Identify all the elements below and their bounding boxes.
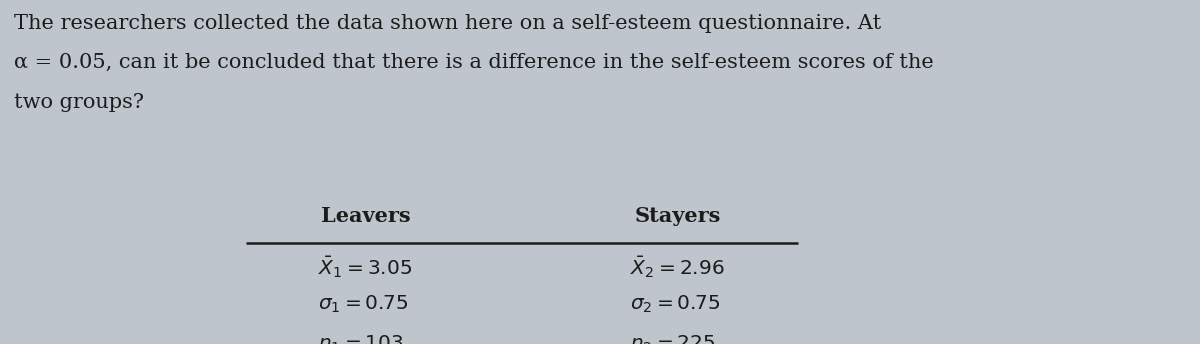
Text: The researchers collected the data shown here on a self-esteem questionnaire. At: The researchers collected the data shown… xyxy=(14,14,882,33)
Text: $\bar{X}_2 = 2.96$: $\bar{X}_2 = 2.96$ xyxy=(630,255,725,280)
Text: $\sigma_1 = 0.75$: $\sigma_1 = 0.75$ xyxy=(318,294,408,315)
Text: α = 0.05, can it be concluded that there is a difference in the self-esteem scor: α = 0.05, can it be concluded that there… xyxy=(14,53,934,72)
Text: Stayers: Stayers xyxy=(635,206,721,226)
Text: $n_1 = 103$: $n_1 = 103$ xyxy=(318,334,403,344)
Text: $\bar{X}_1 = 3.05$: $\bar{X}_1 = 3.05$ xyxy=(318,255,412,280)
Text: $n_2 = 225$: $n_2 = 225$ xyxy=(630,334,715,344)
Text: Leavers: Leavers xyxy=(322,206,410,226)
Text: $\sigma_2 = 0.75$: $\sigma_2 = 0.75$ xyxy=(630,294,720,315)
Text: two groups?: two groups? xyxy=(14,93,144,112)
